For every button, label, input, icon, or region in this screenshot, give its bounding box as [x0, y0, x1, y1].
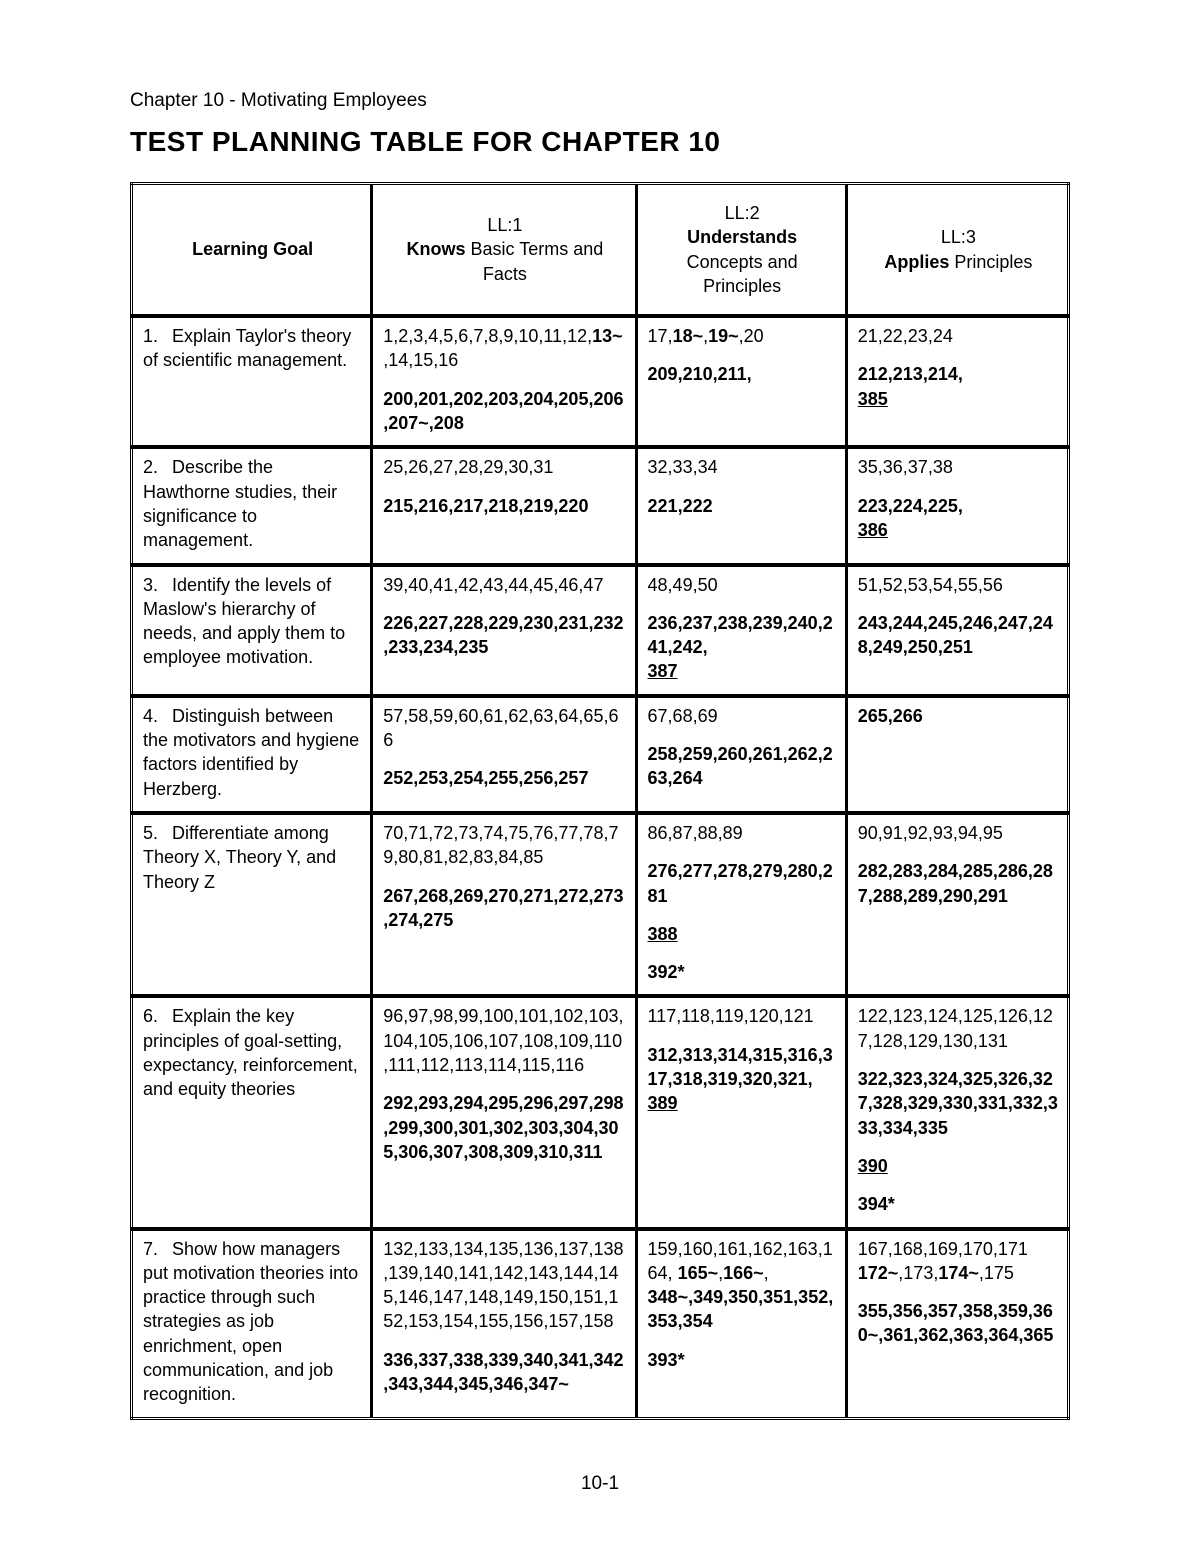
ll2-cell: 159,160,161,162,163,164, 165~,166~,348~,… [636, 1229, 846, 1419]
goal-cell: 2. Describe the Hawthorne studies, their… [132, 447, 372, 564]
ll2-cell: 67,68,69258,259,260,261,262,263,264 [636, 696, 846, 813]
page-title: TEST PLANNING TABLE FOR CHAPTER 10 [130, 126, 1070, 158]
ll2-verb: Understands [687, 227, 797, 247]
header-ll3: LL:3 Applies Principles [846, 184, 1068, 317]
header-learning-goal: Learning Goal [132, 184, 372, 317]
ll3-cell: 35,36,37,38223,224,225,386 [846, 447, 1068, 564]
planning-table: Learning Goal LL:1 Knows Basic Terms and… [130, 182, 1070, 1420]
ll1-verb: Knows [407, 239, 466, 259]
ll1-cell: 1,2,3,4,5,6,7,8,9,10,11,12,13~,14,15,162… [372, 316, 636, 447]
table-row: 5. Differentiate among Theory X, Theory … [132, 813, 1069, 996]
ll3-rest: Principles [949, 252, 1032, 272]
ll2-cell: 48,49,50236,237,238,239,240,241,242,387 [636, 565, 846, 696]
ll3-code: LL:3 [858, 225, 1059, 249]
table-row: 6. Explain the key principles of goal-se… [132, 996, 1069, 1228]
ll1-cell: 132,133,134,135,136,137,138,139,140,141,… [372, 1229, 636, 1419]
page-number: 10-1 [0, 1473, 1200, 1495]
ll3-cell: 122,123,124,125,126,127,128,129,130,1313… [846, 996, 1068, 1228]
ll2-code: LL:2 [648, 201, 837, 225]
ll1-cell: 70,71,72,73,74,75,76,77,78,79,80,81,82,8… [372, 813, 636, 996]
goal-cell: 7. Show how managers put motivation theo… [132, 1229, 372, 1419]
ll2-cell: 32,33,34221,222 [636, 447, 846, 564]
ll3-cell: 90,91,92,93,94,95282,283,284,285,286,287… [846, 813, 1068, 996]
header-ll2: LL:2 Understands Concepts and Principles [636, 184, 846, 317]
goal-cell: 1. Explain Taylor's theory of scientific… [132, 316, 372, 447]
table-row: 3. Identify the levels of Maslow's hiera… [132, 565, 1069, 696]
ll1-cell: 96,97,98,99,100,101,102,103,104,105,106,… [372, 996, 636, 1228]
goal-cell: 5. Differentiate among Theory X, Theory … [132, 813, 372, 996]
ll2-cell: 17,18~,19~,20209,210,211, [636, 316, 846, 447]
chapter-line: Chapter 10 - Motivating Employees [130, 90, 1070, 112]
ll1-rest: Basic Terms and Facts [466, 239, 604, 283]
goal-cell: 6. Explain the key principles of goal-se… [132, 996, 372, 1228]
ll2-cell: 86,87,88,89276,277,278,279,280,281388392… [636, 813, 846, 996]
ll1-cell: 57,58,59,60,61,62,63,64,65,66252,253,254… [372, 696, 636, 813]
table-row: 2. Describe the Hawthorne studies, their… [132, 447, 1069, 564]
ll1-cell: 25,26,27,28,29,30,31215,216,217,218,219,… [372, 447, 636, 564]
table-row: 7. Show how managers put motivation theo… [132, 1229, 1069, 1419]
page: Chapter 10 - Motivating Employees TEST P… [0, 0, 1200, 1553]
ll3-verb: Applies [884, 252, 949, 272]
ll3-cell: 51,52,53,54,55,56243,244,245,246,247,248… [846, 565, 1068, 696]
ll3-cell: 167,168,169,170,171172~,173,174~,175355,… [846, 1229, 1068, 1419]
ll1-code: LL:1 [383, 213, 626, 237]
ll2-cell: 117,118,119,120,121312,313,314,315,316,3… [636, 996, 846, 1228]
goal-cell: 3. Identify the levels of Maslow's hiera… [132, 565, 372, 696]
table-row: 1. Explain Taylor's theory of scientific… [132, 316, 1069, 447]
ll3-cell: 265,266 [846, 696, 1068, 813]
goal-cell: 4. Distinguish between the motivators an… [132, 696, 372, 813]
ll3-cell: 21,22,23,24212,213,214,385 [846, 316, 1068, 447]
header-ll1: LL:1 Knows Basic Terms and Facts [372, 184, 636, 317]
ll1-cell: 39,40,41,42,43,44,45,46,47226,227,228,22… [372, 565, 636, 696]
ll2-rest: Concepts and Principles [687, 252, 798, 296]
table-row: 4. Distinguish between the motivators an… [132, 696, 1069, 813]
